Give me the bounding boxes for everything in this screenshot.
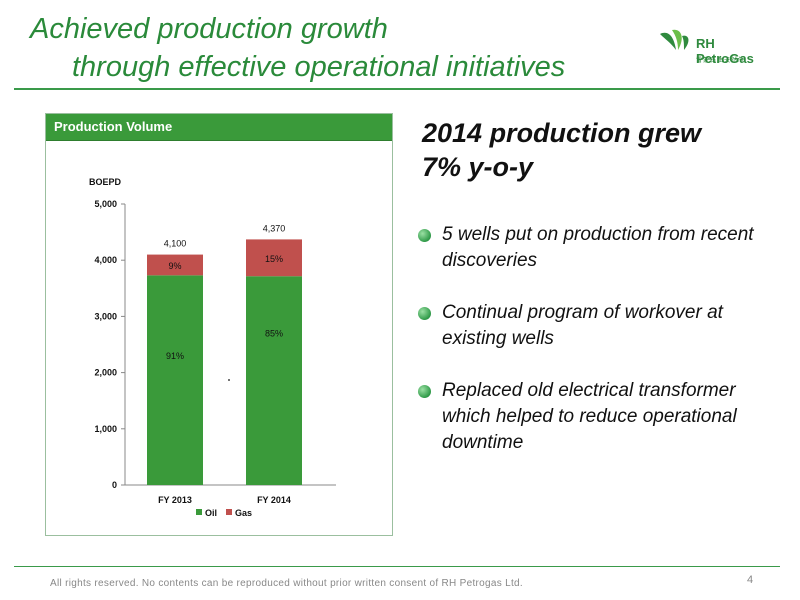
y-tick-label: 2,000 <box>94 368 117 378</box>
headline-line1: 2014 production grew <box>422 118 702 148</box>
y-tick-label: 4,000 <box>94 255 117 265</box>
bar-data-label: 85% <box>265 329 283 339</box>
bullet-text: Continual program of workover at existin… <box>442 302 723 349</box>
bullet-text: Replaced old electrical transformer whic… <box>442 380 737 453</box>
logo-subtitle: 雷蒙石油天然气 <box>696 58 746 64</box>
legend-label-gas: Gas <box>235 508 252 518</box>
bullet-list: 5 wells put on production from recent di… <box>418 222 778 482</box>
bar-total-label: 4,370 <box>263 223 286 233</box>
leaf-logo-icon <box>660 29 689 50</box>
copyright-notice: All rights reserved. No contents can be … <box>50 578 524 589</box>
panel-header: Production Volume <box>46 114 392 141</box>
y-tick-label: 1,000 <box>94 424 117 434</box>
production-volume-chart: BOEPD 0 1,000 2,000 3,000 4,000 5,000 91% 9% 4,10… <box>89 177 336 518</box>
bullet-text: 5 wells put on production from recent di… <box>442 224 754 271</box>
bar-total-label: 4,100 <box>164 239 187 249</box>
bar-data-label: 91% <box>166 351 184 361</box>
bar-oil-segment <box>147 275 203 485</box>
slide-title-line2: through effective operational initiative… <box>72 51 566 83</box>
production-volume-panel: Production Volume BOEPD 0 1,000 2,000 3,000 4… <box>45 113 393 536</box>
footer-divider <box>14 566 780 567</box>
headline-line2: 7% y-o-y <box>422 152 534 182</box>
y-tick-label: 0 <box>112 480 117 490</box>
y-tick-label: 3,000 <box>94 311 117 321</box>
bar-oil-segment <box>246 276 302 485</box>
bar-gas-segment <box>147 254 203 276</box>
page-number: 4 <box>747 574 754 586</box>
x-tick-label: FY 2014 <box>257 495 291 505</box>
bar-data-label: 9% <box>168 261 181 271</box>
legend-label-oil: Oil <box>205 508 217 518</box>
y-tick-label: 5,000 <box>94 199 117 209</box>
bullet-item: Replaced old electrical transformer whic… <box>418 378 778 456</box>
headline: 2014 production grew 7% y-o-y <box>422 116 701 184</box>
legend-swatch-gas <box>226 509 232 515</box>
y-axis-label: BOEPD <box>89 177 122 187</box>
slide-title-line1: Achieved production growth <box>30 13 388 45</box>
title-divider <box>14 88 780 90</box>
legend-swatch-oil <box>196 509 202 515</box>
slide-title: Achieved production growth through effec… <box>30 10 565 86</box>
bullet-dot-icon <box>418 307 431 320</box>
bullet-dot-icon <box>418 229 431 242</box>
stray-dot <box>228 379 230 381</box>
bullet-item: Continual program of workover at existin… <box>418 300 778 352</box>
logo-name: RH PetroGas <box>696 36 754 66</box>
bullet-dot-icon <box>418 385 431 398</box>
bullet-item: 5 wells put on production from recent di… <box>418 222 778 274</box>
company-logo: RH PetroGas 雷蒙石油天然气 <box>658 26 773 71</box>
bar-data-label: 15% <box>265 254 283 264</box>
x-tick-label: FY 2013 <box>158 495 192 505</box>
bar-gas-segment <box>246 239 302 277</box>
